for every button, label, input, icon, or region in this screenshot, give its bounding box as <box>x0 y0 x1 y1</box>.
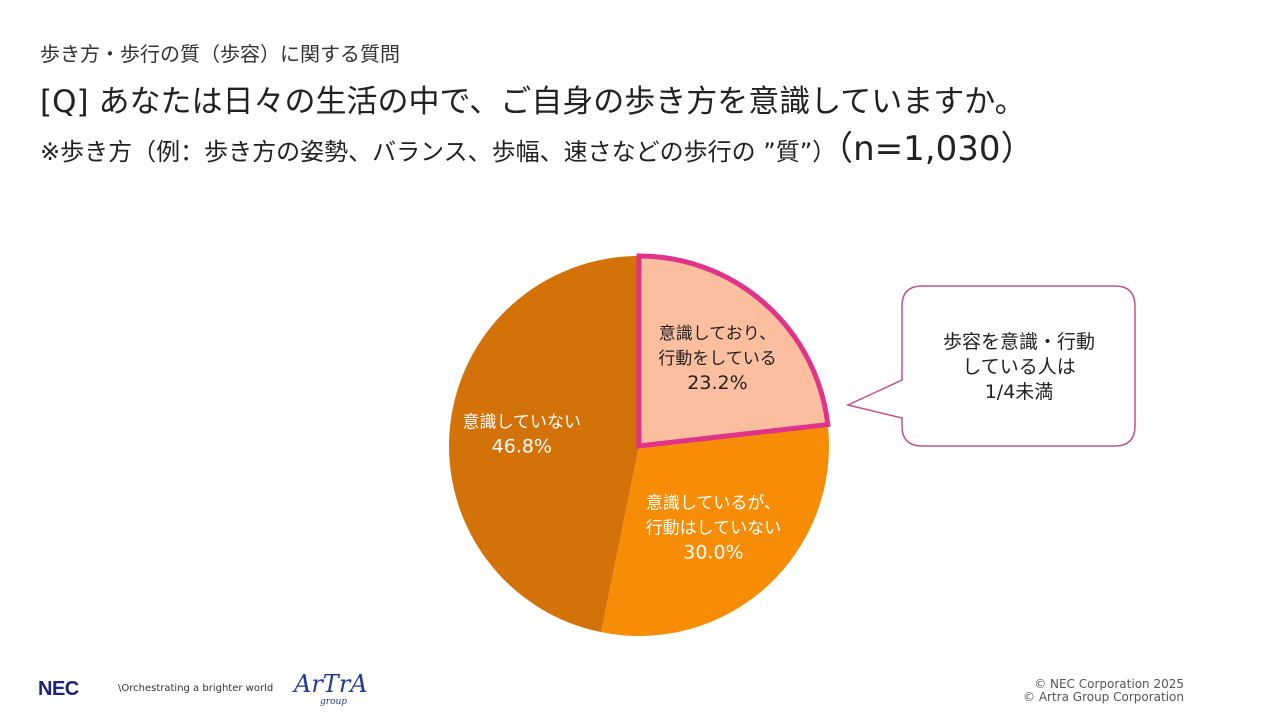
slice-category-label: 行動はしていない <box>646 518 782 538</box>
slice-value-label: 23.2% <box>687 372 747 394</box>
copyright: © NEC Corporation 2025 © Artra Group Cor… <box>1023 678 1184 704</box>
page-subtitle: 歩き方・歩行の質（歩容）に関する質問 <box>40 42 400 66</box>
artra-logo: ArTrA <box>294 670 368 698</box>
slice-value-label: 30.0% <box>683 541 743 563</box>
pie-labels: 意識しており、行動をしている 23.2% 意識しているが、行動はしていない 30.0%… <box>463 324 782 563</box>
slice-category-label: 意識しているが、 <box>646 493 781 513</box>
callout-line: 1/4未満 <box>984 381 1054 403</box>
sample-size: （n=1,030） <box>836 129 1035 169</box>
pie-slice <box>639 256 828 446</box>
slice-category-label: 行動をしている <box>658 349 777 369</box>
highlight-outline <box>636 253 831 449</box>
slice-category-label: 意識しており、 <box>659 324 776 344</box>
page-title: [Q] あなたは日々の生活の中で、ご自身の歩き方を意識していますか。 <box>40 84 1026 120</box>
pie-slices <box>448 253 831 637</box>
callout-line: している人は <box>962 356 1076 378</box>
callout-line: 歩容を意識・行動 <box>942 331 1095 353</box>
callout-shape <box>845 285 1136 447</box>
artra-logo-sub: group <box>320 697 348 707</box>
callout-text: 歩容を意識・行動 している人は 1/4未満 <box>906 330 1132 405</box>
copyright-artra: © Artra Group Corporation <box>1023 690 1184 704</box>
note-text: ※歩き方（例：歩き方の姿勢、バランス、歩幅、速さなどの歩行の ”質”） <box>40 138 837 166</box>
nec-logo: NEC <box>38 678 79 700</box>
copyright-nec: © NEC Corporation 2025 <box>1034 677 1184 691</box>
nec-tagline: \Orchestrating a brighter world <box>118 683 274 694</box>
slice-category-label: 意識していない <box>463 413 582 433</box>
pie-slice <box>448 256 639 633</box>
pie-slice <box>601 424 829 637</box>
slice-value-label: 46.8% <box>492 436 552 458</box>
question-note: ※歩き方（例：歩き方の姿勢、バランス、歩幅、速さなどの歩行の ”質”）（n=1,… <box>40 121 1035 170</box>
